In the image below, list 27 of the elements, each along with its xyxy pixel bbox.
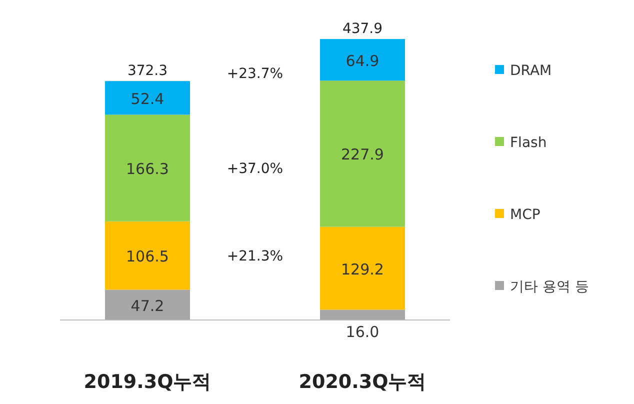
bar	[105, 81, 190, 115]
bar	[105, 221, 190, 290]
data-label: 64.9	[346, 52, 380, 70]
annotation: +23.7%	[226, 66, 284, 82]
bar	[320, 39, 405, 81]
data-label: 106.5	[126, 248, 169, 266]
data-label: 52.4	[130, 90, 164, 108]
bar	[105, 114, 190, 222]
data-label: 47.2	[130, 296, 164, 315]
annotation: +21.3%	[226, 248, 284, 265]
legend-label: DRAM	[510, 63, 552, 79]
total-label: 372.3	[127, 63, 168, 80]
bar	[320, 226, 405, 310]
data-label: 227.9	[341, 146, 384, 164]
total-label: 437.9	[342, 21, 383, 37]
x-tick-label: 2019.3Q누적	[84, 371, 212, 393]
data-label: 129.2	[341, 260, 384, 278]
bar	[105, 290, 190, 320]
legend-label: 기타 용역 등	[510, 279, 589, 295]
legend-label: MCP	[510, 207, 540, 223]
bar	[320, 310, 405, 320]
data-label: 166.3	[126, 160, 169, 178]
annotation: +37.0%	[226, 161, 284, 178]
x-tick-label: 2020.3Q누적	[298, 371, 426, 393]
legend-label: Flash	[510, 135, 547, 151]
data-label: 16.0	[346, 323, 380, 341]
bar	[320, 80, 405, 227]
